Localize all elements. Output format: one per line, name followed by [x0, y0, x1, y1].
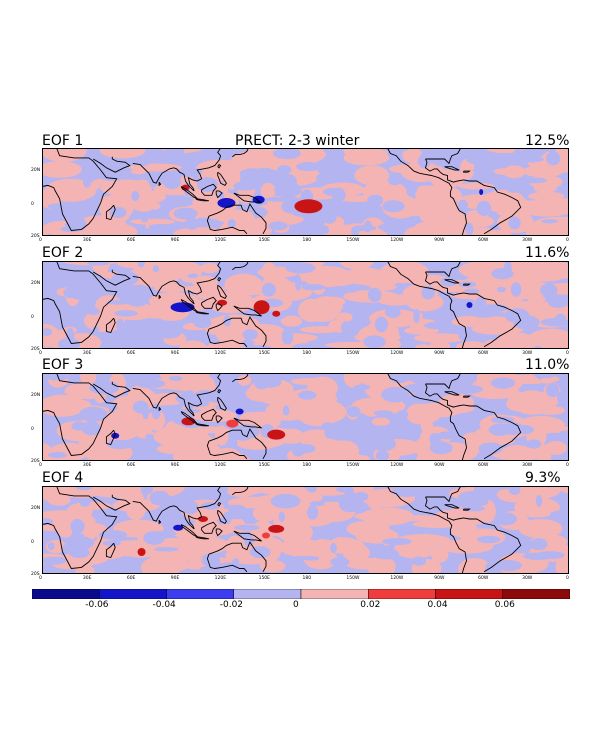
- y-tick-label: 20N: [31, 506, 41, 511]
- x-tick-label: 90W: [434, 463, 445, 468]
- panel-1-variance: 12.5%: [525, 133, 570, 149]
- panel-4-label: EOF 4: [42, 470, 84, 486]
- y-tick-label: 20N: [31, 393, 41, 398]
- x-tick-label: 120E: [214, 351, 227, 356]
- x-tick-label: 150E: [258, 238, 271, 243]
- panel-3-variance: 11.0%: [525, 357, 570, 373]
- x-tick-label: 120E: [214, 238, 227, 243]
- x-tick-label: 30W: [522, 238, 533, 243]
- x-tick-label: 60W: [478, 238, 489, 243]
- y-tick-label: 20N: [31, 168, 41, 173]
- colorbar-tick-label: -0.04: [152, 600, 176, 610]
- x-tick-label: 180: [302, 576, 312, 581]
- colorbar-segment: [502, 589, 570, 599]
- x-tick-label: 30E: [82, 576, 92, 581]
- y-tick-label: 0: [31, 540, 34, 545]
- y-tick-label: 20S: [31, 347, 40, 352]
- x-tick-label: 150E: [258, 351, 271, 356]
- x-tick-label: 90E: [170, 238, 180, 243]
- panel-2-label: EOF 2: [42, 245, 84, 261]
- x-tick-label: 60E: [126, 238, 136, 243]
- x-tick-label: 30E: [82, 238, 92, 243]
- colorbar-tick-label: -0.06: [85, 600, 109, 610]
- colorbar-tick-label: 0.04: [427, 600, 448, 610]
- panel-1-label: EOF 1: [42, 133, 84, 149]
- x-tick-label: 0: [566, 463, 569, 468]
- x-tick-label: 150W: [346, 576, 360, 581]
- colorbar-segment: [32, 589, 100, 599]
- panel-4-map: [42, 486, 569, 574]
- colorbar-segment: [99, 589, 167, 599]
- x-tick-label: 120W: [390, 351, 404, 356]
- colorbar-segment: [435, 589, 503, 599]
- x-tick-label: 60E: [126, 576, 136, 581]
- x-tick-label: 0: [39, 576, 42, 581]
- x-tick-label: 150E: [258, 576, 271, 581]
- x-tick-label: 90E: [170, 576, 180, 581]
- x-tick-label: 120W: [390, 463, 404, 468]
- x-tick-label: 30W: [522, 576, 533, 581]
- panel-3-map: [42, 373, 569, 461]
- x-tick-label: 0: [566, 351, 569, 356]
- x-tick-label: 30W: [522, 351, 533, 356]
- y-tick-label: 20S: [31, 572, 40, 577]
- x-tick-label: 60E: [126, 463, 136, 468]
- x-tick-label: 90W: [434, 238, 445, 243]
- x-tick-label: 0: [566, 576, 569, 581]
- x-tick-label: 150W: [346, 238, 360, 243]
- x-tick-label: 60W: [478, 576, 489, 581]
- x-tick-label: 0: [39, 238, 42, 243]
- x-tick-label: 60W: [478, 351, 489, 356]
- colorbar-tick-label: 0.06: [494, 600, 515, 610]
- x-tick-label: 120E: [214, 576, 227, 581]
- x-tick-label: 120W: [390, 576, 404, 581]
- panel-2-variance: 11.6%: [525, 245, 570, 261]
- x-tick-label: 150W: [346, 463, 360, 468]
- x-tick-label: 90E: [170, 351, 180, 356]
- x-tick-label: 0: [39, 351, 42, 356]
- figure-title: PRECT: 2-3 winter: [235, 133, 360, 149]
- colorbar-tick-label: 0.02: [360, 600, 381, 610]
- panel-3-label: EOF 3: [42, 357, 84, 373]
- y-tick-label: 0: [31, 427, 34, 432]
- colorbar-segment: [233, 589, 302, 599]
- x-tick-label: 150E: [258, 463, 271, 468]
- panel-1-map: [42, 148, 569, 236]
- x-tick-label: 60W: [478, 463, 489, 468]
- x-tick-label: 0: [566, 238, 569, 243]
- x-tick-label: 90W: [434, 576, 445, 581]
- y-tick-label: 0: [31, 315, 34, 320]
- x-tick-label: 30E: [82, 351, 92, 356]
- y-tick-label: 20S: [31, 234, 40, 239]
- colorbar-segment: [166, 589, 234, 599]
- y-tick-label: 20N: [31, 281, 41, 286]
- x-tick-label: 180: [302, 463, 312, 468]
- x-tick-label: 120E: [214, 463, 227, 468]
- x-tick-label: 30W: [522, 463, 533, 468]
- x-tick-label: 150W: [346, 351, 360, 356]
- x-tick-label: 30E: [82, 463, 92, 468]
- colorbar: [32, 589, 570, 599]
- panel-4-variance: 9.3%: [525, 470, 561, 486]
- colorbar-segment: [368, 589, 436, 599]
- y-tick-label: 0: [31, 202, 34, 207]
- x-tick-label: 180: [302, 238, 312, 243]
- colorbar-tick-label: 0: [293, 600, 299, 610]
- panel-2-map: [42, 261, 569, 349]
- colorbar-tick-label: -0.02: [219, 600, 244, 610]
- x-tick-label: 120W: [390, 238, 404, 243]
- x-tick-label: 90W: [434, 351, 445, 356]
- x-tick-label: 180: [302, 351, 312, 356]
- x-tick-label: 60E: [126, 351, 136, 356]
- x-tick-label: 90E: [170, 463, 180, 468]
- colorbar-segment: [300, 589, 369, 599]
- y-tick-label: 20S: [31, 459, 40, 464]
- x-tick-label: 0: [39, 463, 42, 468]
